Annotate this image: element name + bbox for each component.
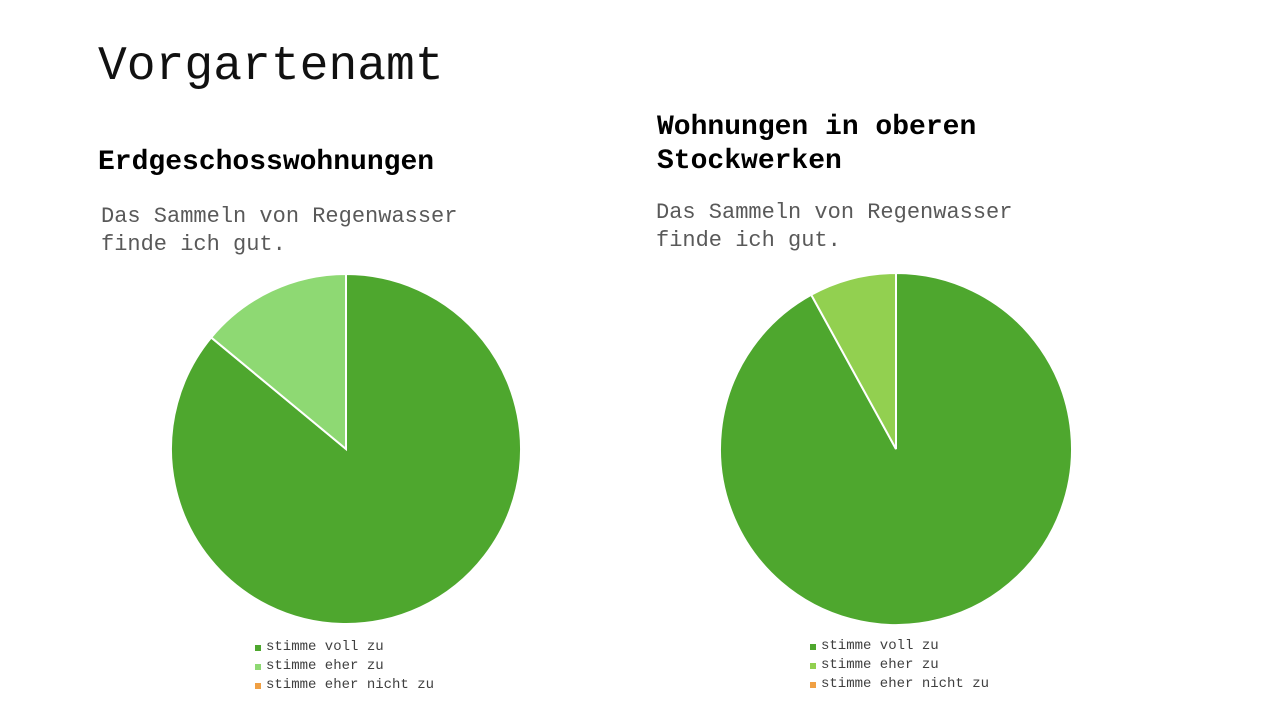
legend: stimme voll zu stimme eher zu stimme eher … xyxy=(810,637,989,694)
pie-slice xyxy=(719,271,1073,626)
legend-label: stimme eher nicht zu xyxy=(821,676,990,692)
legend-entry: stimme eher zu xyxy=(810,656,989,675)
legend-label: stimme voll zu xyxy=(821,638,939,654)
legend-swatch xyxy=(810,662,816,669)
legend-label: stimme eher zu xyxy=(266,658,384,674)
legend: stimme voll zu stimme eher zu stimme eher … xyxy=(255,638,434,695)
legend-entry: stimme voll zu xyxy=(255,638,434,657)
chart-subtitle: Das Sammeln von Regenwasser finde ich gu… xyxy=(656,200,1013,253)
legend-swatch xyxy=(255,663,261,670)
legend-swatch xyxy=(810,643,816,650)
legend-entry: stimme eher nicht zu xyxy=(255,676,434,695)
chart-title: Wohnungen in oberen Stockwerken xyxy=(657,112,977,177)
legend-entry: stimme voll zu xyxy=(810,637,989,656)
legend-swatch xyxy=(810,681,816,688)
legend-label: stimme eher zu xyxy=(821,657,939,673)
chart-title: Erdgeschosswohnungen xyxy=(98,147,435,178)
pie-slice xyxy=(209,272,347,452)
legend-entry: stimme eher nicht zu xyxy=(810,675,989,694)
chart-subtitle: Das Sammeln von Regenwasser finde ich gu… xyxy=(101,204,458,257)
legend-swatch xyxy=(255,644,261,651)
legend-label: stimme eher nicht zu xyxy=(266,677,435,693)
legend-entry: stimme eher zu xyxy=(255,657,434,676)
slide-title: Vorgartenamt xyxy=(98,40,444,94)
legend-label: stimme voll zu xyxy=(266,639,384,655)
legend-swatch xyxy=(255,682,261,689)
pie-slice xyxy=(809,271,897,450)
